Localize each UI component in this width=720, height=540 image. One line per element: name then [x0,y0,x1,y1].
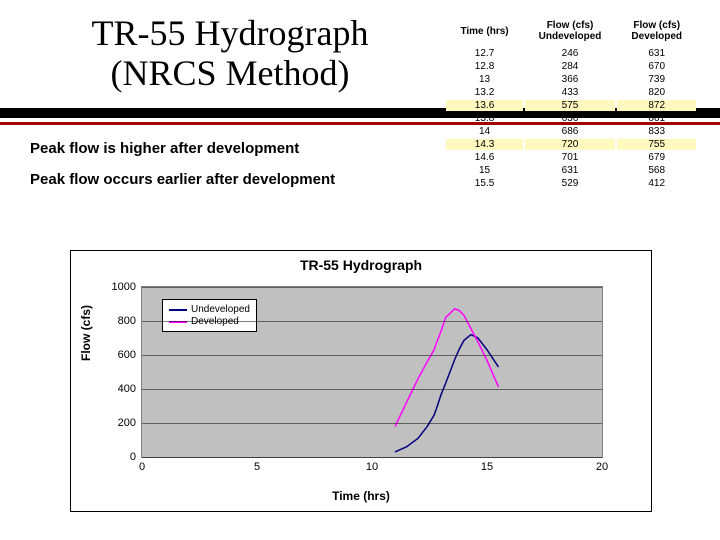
chart-xtick: 10 [366,461,378,473]
table-header: Time (hrs) [446,20,522,46]
table-row: 13366739 [446,74,696,85]
table-cell: 12.7 [446,48,522,59]
table-cell: 366 [525,74,616,85]
table-cell: 820 [617,87,696,98]
chart-plot-area: UndevelopedDeveloped 0200400600800100005… [141,286,603,458]
table-cell: 14 [446,126,522,137]
bullet-1: Peak flow is higher after development [30,140,335,157]
table-row: 13.2433820 [446,87,696,98]
table-cell: 13.8 [446,113,522,124]
table-cell: 631 [617,48,696,59]
table-row: 14686833 [446,126,696,137]
chart-series-line [395,309,499,427]
chart-xlabel: Time (hrs) [71,489,651,503]
table-cell: 15 [446,165,522,176]
table-cell: 670 [617,61,696,72]
table-cell: 739 [617,74,696,85]
chart-xtick: 0 [139,461,145,473]
chart-xtick: 20 [596,461,608,473]
table-header: Flow (cfs)Developed [617,20,696,46]
table-row: 13.8636861 [446,113,696,124]
bullet-list: Peak flow is higher after development Pe… [30,140,335,202]
chart-ytick: 0 [130,451,136,463]
table-cell: 246 [525,48,616,59]
table-row: 15.5529412 [446,178,696,189]
table-cell: 575 [525,100,616,111]
table-cell: 13 [446,74,522,85]
table-cell: 13.2 [446,87,522,98]
chart-ytick: 400 [118,383,136,395]
chart-ytick: 600 [118,349,136,361]
data-table: Time (hrs)Flow (cfs)UndevelopedFlow (cfs… [444,18,698,191]
table-cell: 529 [525,178,616,189]
table-row: 12.7246631 [446,48,696,59]
table-cell: 284 [525,61,616,72]
table-header: Flow (cfs)Undeveloped [525,20,616,46]
table-cell: 15.5 [446,178,522,189]
table-cell: 679 [617,152,696,163]
chart-lines [142,287,602,457]
table-cell: 14.3 [446,139,522,150]
chart-container: TR-55 Hydrograph Flow (cfs) Time (hrs) U… [70,250,652,512]
table-cell: 568 [617,165,696,176]
table-cell: 861 [617,113,696,124]
table-cell: 720 [525,139,616,150]
chart-ytick: 200 [118,417,136,429]
chart-xtick: 15 [481,461,493,473]
table-row: 12.8284670 [446,61,696,72]
table-cell: 636 [525,113,616,124]
chart-ytick: 800 [118,315,136,327]
chart-ytick: 1000 [112,281,136,293]
chart-xtick: 5 [254,461,260,473]
table-row: 15631568 [446,165,696,176]
table-cell: 14.6 [446,152,522,163]
table-row: 14.6701679 [446,152,696,163]
table-cell: 433 [525,87,616,98]
table-cell: 701 [525,152,616,163]
chart-title: TR-55 Hydrograph [71,257,651,273]
table-cell: 872 [617,100,696,111]
table-cell: 833 [617,126,696,137]
table-row: 14.3720755 [446,139,696,150]
table-cell: 631 [525,165,616,176]
bullet-2: Peak flow occurs earlier after developme… [30,171,335,188]
table-cell: 412 [617,178,696,189]
table-cell: 12.8 [446,61,522,72]
table-cell: 755 [617,139,696,150]
chart-ylabel: Flow (cfs) [79,305,93,361]
table-cell: 13.6 [446,100,522,111]
table-row: 13.6575872 [446,100,696,111]
slide-title: TR-55 Hydrograph (NRCS Method) [40,14,420,93]
table-cell: 686 [525,126,616,137]
